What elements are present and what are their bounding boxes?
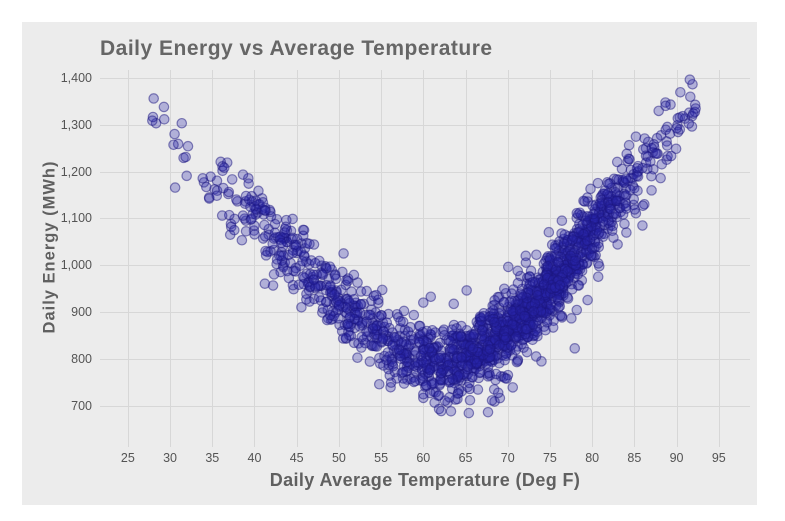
scatter-plot-area <box>100 70 750 447</box>
x-tick-label: 40 <box>247 451 262 465</box>
x-tick-label: 65 <box>458 451 473 465</box>
x-tick-label: 30 <box>163 451 178 465</box>
y-tick-label: 1,000 <box>60 258 92 273</box>
y-tick-label: 1,200 <box>60 164 92 179</box>
y-tick-label: 800 <box>71 351 92 366</box>
x-tick-label: 95 <box>711 451 726 465</box>
y-tick-label: 1,100 <box>60 211 92 226</box>
y-axis-title: Daily Energy (MWh) <box>40 160 59 334</box>
x-tick-label: 50 <box>331 451 346 465</box>
x-tick-label: 80 <box>585 451 600 465</box>
x-tick-label: 70 <box>500 451 515 465</box>
x-tick-label: 85 <box>627 451 642 465</box>
x-axis-title: Daily Average Temperature (Deg F) <box>269 470 581 490</box>
x-tick-label: 75 <box>542 451 557 465</box>
x-tick-label: 25 <box>120 451 135 465</box>
chart-title: Daily Energy vs Average Temperature <box>100 37 493 60</box>
x-tick-label: 35 <box>205 451 220 465</box>
x-tick-label: 90 <box>669 451 684 465</box>
y-tick-label: 1,300 <box>60 117 92 132</box>
x-tick-label: 45 <box>289 451 304 465</box>
y-tick-label: 700 <box>71 398 92 413</box>
x-tick-label: 60 <box>416 451 431 465</box>
y-tick-label: 900 <box>71 305 92 320</box>
x-tick-label: 55 <box>374 451 389 465</box>
y-tick-label: 1,400 <box>60 70 92 85</box>
